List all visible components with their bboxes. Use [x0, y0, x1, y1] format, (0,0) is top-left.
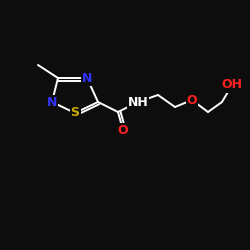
Text: S: S [70, 106, 80, 120]
Text: N: N [82, 72, 92, 85]
Text: OH: OH [222, 78, 242, 92]
Text: O: O [187, 94, 197, 106]
Text: NH: NH [128, 96, 148, 108]
Text: N: N [47, 96, 57, 108]
Text: O: O [118, 124, 128, 136]
